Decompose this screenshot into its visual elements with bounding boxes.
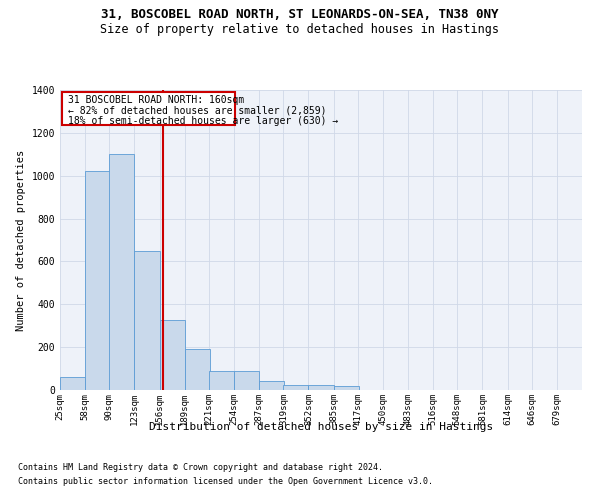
FancyBboxPatch shape (62, 92, 235, 126)
Bar (160, 320, 185, 390)
Text: Distribution of detached houses by size in Hastings: Distribution of detached houses by size … (149, 422, 493, 432)
Bar (134, 250, 160, 390)
Bar (109, 154, 134, 390)
Bar (334, 386, 359, 390)
Bar (259, 382, 284, 390)
Text: Contains public sector information licensed under the Open Government Licence v3: Contains public sector information licen… (18, 477, 433, 486)
Bar (209, 370, 234, 390)
Text: 31, BOSCOBEL ROAD NORTH, ST LEONARDS-ON-SEA, TN38 0NY: 31, BOSCOBEL ROAD NORTH, ST LEONARDS-ON-… (101, 8, 499, 20)
Text: Contains HM Land Registry data © Crown copyright and database right 2024.: Contains HM Land Registry data © Crown c… (18, 464, 383, 472)
Bar (85, 172, 110, 390)
Bar (308, 384, 334, 390)
Text: 18% of semi-detached houses are larger (630) →: 18% of semi-detached houses are larger (… (68, 116, 338, 126)
Y-axis label: Number of detached properties: Number of detached properties (16, 150, 26, 330)
Text: 31 BOSCOBEL ROAD NORTH: 160sqm: 31 BOSCOBEL ROAD NORTH: 160sqm (68, 94, 244, 104)
Bar (283, 384, 308, 390)
Bar (234, 370, 259, 390)
Text: Size of property relative to detached houses in Hastings: Size of property relative to detached ho… (101, 22, 499, 36)
Text: ← 82% of detached houses are smaller (2,859): ← 82% of detached houses are smaller (2,… (68, 106, 326, 116)
Bar (60, 377, 85, 390)
Bar (185, 350, 209, 390)
